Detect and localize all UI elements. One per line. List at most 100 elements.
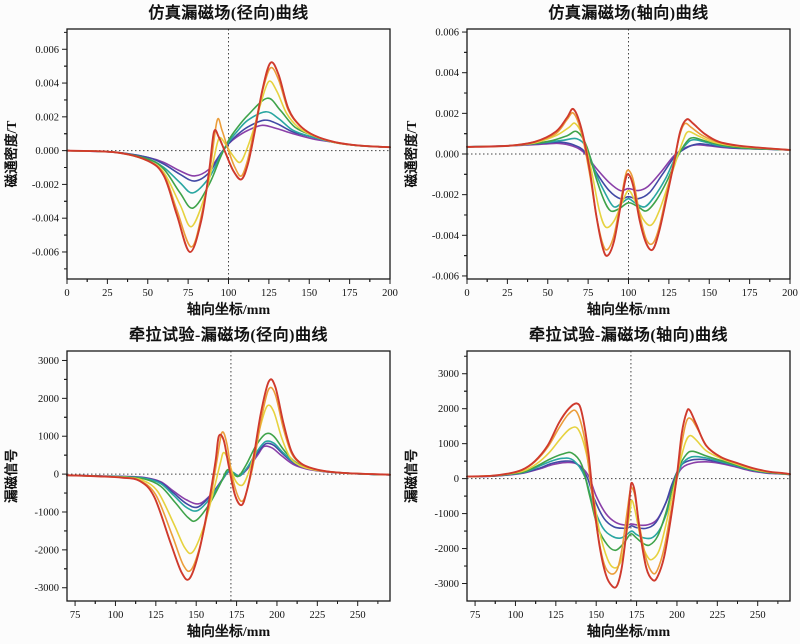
x-tick-label: 125 — [548, 610, 564, 621]
y-tick-label: -0.006 — [32, 247, 59, 258]
x-tick-label: 100 — [621, 288, 637, 299]
y-tick-label: 0.006 — [35, 45, 59, 56]
series-curve-red — [466, 402, 791, 589]
x-tick-label: 75 — [183, 288, 194, 299]
y-tick-label: -3000 — [435, 579, 460, 590]
y-axis-label: 漏磁信号 — [3, 449, 19, 503]
y-tick-label: 0 — [54, 470, 59, 481]
series-curve-red — [466, 107, 791, 257]
series-curve-yellow — [66, 80, 391, 228]
ticks — [462, 31, 791, 284]
y-tick-label: -0.004 — [432, 231, 460, 242]
chart-title-test-axial: 牵拉试验-漏磁场(轴向)曲线 — [529, 327, 728, 344]
series-curve-yellow — [66, 404, 391, 555]
y-tick-label: -1000 — [35, 507, 60, 518]
x-axis-label: 轴向坐标/mm — [187, 301, 271, 318]
series-curve-teal — [466, 455, 791, 540]
x-tick-label: 25 — [102, 288, 113, 299]
x-tick-label: 75 — [470, 610, 481, 621]
plot-sim-radial: 0 25 50 75 100 125 150 175 200 0.006 0.004 0.002 0.0… — [0, 24, 400, 320]
series-group — [66, 61, 391, 253]
x-tick-label: 200 — [382, 288, 398, 299]
x-tick-label: 150 — [188, 610, 204, 621]
y-axis-label: 磁通密度/T — [3, 121, 19, 188]
chart-title-sim-radial: 仿真漏磁场(径向)曲线 — [148, 5, 309, 22]
x-tick-label: 150 — [588, 610, 604, 621]
chart-sim-axial: 仿真漏磁场(轴向)曲线 0 25 50 75 100 125 150 175 200 0.006 0… — [400, 0, 800, 322]
x-tick-label: 75 — [583, 288, 594, 299]
chart-test-radial: 牵拉试验-漏磁场(径向)曲线 75 100 125 150 175 200 225 250 30… — [0, 322, 400, 644]
chart-title-test-radial: 牵拉试验-漏磁场(径向)曲线 — [129, 327, 328, 344]
x-tick-label: 150 — [701, 288, 717, 299]
series-curve-teal — [466, 137, 791, 208]
x-tick-label: 50 — [543, 288, 554, 299]
x-tick-label: 125 — [148, 610, 164, 621]
x-tick-label: 100 — [108, 610, 124, 621]
plot-test-axial: 75 100 125 150 175 200 225 250 3000 2000 1000 0 -100… — [400, 346, 800, 642]
ticks — [62, 31, 391, 284]
x-tick-label: 150 — [301, 288, 317, 299]
series-curve-purple — [466, 142, 791, 192]
y-tick-label: 0.002 — [435, 109, 459, 120]
y-tick-label: -0.002 — [432, 190, 459, 201]
x-tick-label: 200 — [782, 288, 798, 299]
x-tick-label: 200 — [669, 610, 685, 621]
x-axis-label: 轴向坐标/mm — [587, 623, 671, 640]
y-tick-label: -0.006 — [432, 271, 459, 282]
x-tick-label: 100 — [508, 610, 524, 621]
x-axis-label: 轴向坐标/mm — [187, 623, 271, 640]
x-tick-label: 25 — [502, 288, 513, 299]
y-tick-label: 0.004 — [35, 79, 59, 90]
x-tick-label: 225 — [309, 610, 325, 621]
x-tick-label: 175 — [629, 610, 645, 621]
x-tick-label: 125 — [661, 288, 677, 299]
ticks — [62, 359, 379, 606]
series-curve-yellow — [466, 122, 791, 229]
y-tick-label: 1000 — [438, 439, 459, 450]
test-radial-canvas: 75 100 125 150 175 200 225 250 3000 2000 1000 0 -100… — [3, 350, 391, 640]
x-tick-label: 250 — [750, 610, 766, 621]
y-tick-label: -0.004 — [32, 214, 60, 225]
x-tick-label: 125 — [261, 288, 277, 299]
series-curve-yellow — [466, 426, 791, 569]
x-tick-label: 175 — [742, 288, 758, 299]
y-tick-label: 0.002 — [35, 112, 59, 123]
series-group — [466, 402, 791, 589]
series-curve-orange — [466, 111, 791, 251]
sim-radial-canvas: 0 25 50 75 100 125 150 175 200 0.006 0.004 0.002 0.0… — [3, 28, 398, 318]
x-tick-label: 175 — [229, 610, 245, 621]
x-tick-label: 0 — [64, 288, 69, 299]
y-tick-label: 1000 — [38, 432, 59, 443]
y-tick-label: 0.000 — [35, 146, 59, 157]
y-tick-label: 2000 — [438, 404, 459, 415]
series-curve-teal — [66, 110, 391, 194]
x-tick-label: 100 — [221, 288, 237, 299]
y-tick-label: 3000 — [438, 369, 459, 380]
series-curve-purple — [466, 461, 791, 527]
x-axis-label: 轴向坐标/mm — [587, 301, 671, 318]
y-axis-label: 漏磁信号 — [403, 449, 419, 503]
y-tick-label: 0.006 — [435, 28, 459, 39]
y-tick-label: 0 — [454, 474, 459, 485]
chart-title-sim-axial: 仿真漏磁场(轴向)曲线 — [548, 5, 709, 22]
series-curve-orange — [466, 409, 791, 575]
ticks — [462, 355, 779, 606]
series-curve-green — [466, 450, 791, 552]
plot-frame — [66, 350, 391, 602]
x-tick-label: 225 — [709, 610, 725, 621]
y-axis-label: 磁通密度/T — [403, 121, 419, 188]
y-tick-label: 0.000 — [435, 150, 459, 161]
chart-test-axial: 牵拉试验-漏磁场(轴向)曲线 75 100 125 150 175 200 225 250 30… — [400, 322, 800, 644]
plot-test-radial: 75 100 125 150 175 200 225 250 3000 2000 1000 0 -100… — [0, 346, 400, 642]
y-tick-label: 0.004 — [435, 68, 459, 79]
y-tick-label: -2000 — [435, 544, 460, 555]
series-curve-red — [66, 378, 391, 581]
series-curve-blue — [466, 458, 791, 530]
y-tick-label: 2000 — [38, 394, 59, 405]
y-tick-label: -2000 — [35, 545, 60, 556]
x-tick-label: 250 — [350, 610, 366, 621]
plot-sim-axial: 0 25 50 75 100 125 150 175 200 0.006 0.004 0.002 0.0… — [400, 24, 800, 320]
x-tick-label: 200 — [269, 610, 285, 621]
